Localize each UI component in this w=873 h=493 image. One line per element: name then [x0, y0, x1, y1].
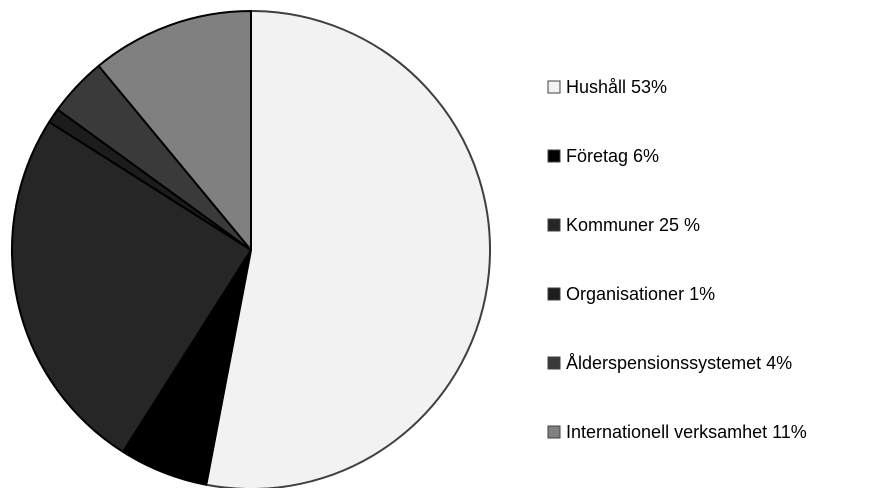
legend-swatch: [547, 80, 561, 94]
legend-swatch: [547, 287, 561, 301]
legend-label: Hushåll 53%: [566, 77, 667, 97]
pie-slice: [97, 10, 252, 251]
legend-swatch: [547, 356, 561, 370]
legend-swatch: [547, 425, 561, 439]
legend-label: Ålderspensionssystemet 4%: [566, 353, 792, 373]
pie-slice: [11, 120, 252, 453]
legend-label: Organisationer 1%: [566, 284, 715, 304]
legend-label: Internationell verksamhet 11%: [566, 422, 807, 442]
legend-label: Kommuner 25 %: [566, 215, 700, 235]
legend-swatch: [547, 218, 561, 232]
legend-swatch: [547, 149, 561, 163]
pie-slice: [205, 10, 491, 490]
legend-label: Företag 6%: [566, 146, 659, 166]
